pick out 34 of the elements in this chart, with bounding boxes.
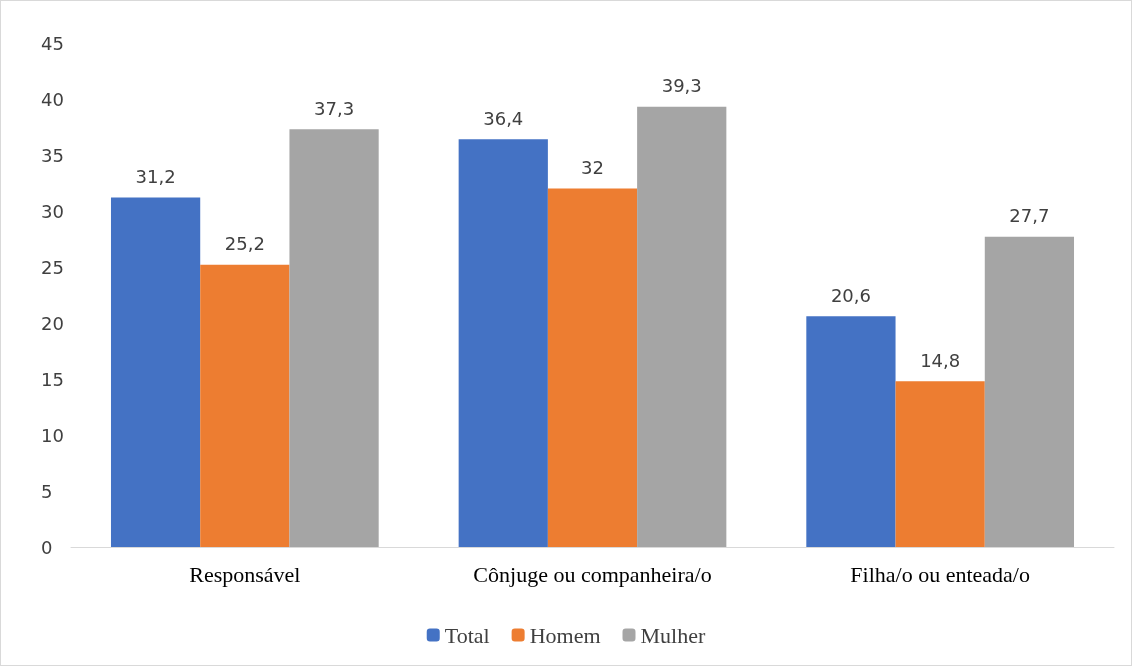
bar — [110, 197, 201, 547]
data-label: 25,2 — [224, 233, 265, 255]
bar — [289, 129, 379, 547]
legend-label: Total — [444, 622, 490, 648]
legend-label: Mulher — [640, 622, 706, 648]
y-tick-label: 0 — [41, 536, 53, 558]
data-label: 14,8 — [920, 349, 961, 371]
data-label: 31,2 — [135, 166, 176, 188]
y-tick-label: 35 — [41, 144, 64, 166]
data-label: 32 — [581, 157, 604, 179]
y-tick-label: 15 — [41, 368, 64, 390]
y-tick-label: 20 — [41, 312, 64, 334]
y-tick-label: 40 — [41, 88, 64, 110]
bar — [806, 316, 896, 547]
bar — [547, 188, 638, 547]
y-tick-label: 5 — [41, 480, 53, 502]
y-tick-label: 25 — [41, 256, 64, 278]
y-tick-label: 45 — [41, 32, 64, 54]
data-label: 36,4 — [483, 107, 524, 129]
y-tick-label: 10 — [41, 424, 64, 446]
legend-label: Homem — [529, 622, 601, 648]
x-tick-label: Cônjuge ou companheira/o — [473, 561, 712, 587]
y-tick-label: 30 — [41, 200, 64, 222]
bar — [200, 264, 290, 547]
x-tick-label: Responsável — [189, 561, 301, 587]
bar — [458, 139, 548, 547]
bar — [984, 236, 1075, 547]
data-label: 20,6 — [830, 284, 871, 306]
bar — [895, 381, 985, 547]
data-label: 39,3 — [661, 75, 702, 97]
data-label: 27,7 — [1009, 205, 1050, 227]
data-label: 37,3 — [314, 97, 355, 119]
x-tick-label: Filha/o ou enteada/o — [850, 561, 1030, 587]
bar — [637, 106, 727, 547]
